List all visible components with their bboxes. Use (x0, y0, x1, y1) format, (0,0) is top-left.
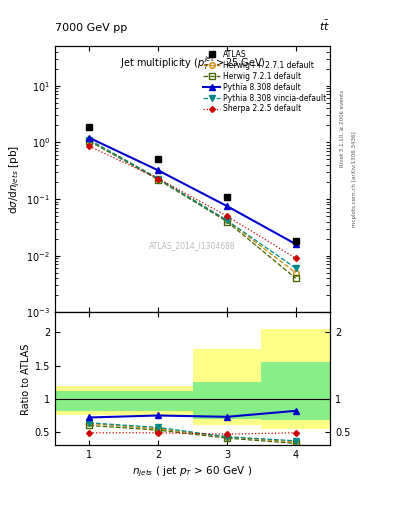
Herwig 7.2.1 default (87, 138, 92, 144)
Pythia 8.308 default (293, 241, 298, 247)
Pythia 8.308 vincia-default (156, 176, 161, 182)
ATLAS (156, 156, 161, 162)
Herwig 7.2.1 default (293, 275, 298, 281)
Pythia 8.308 vincia-default (293, 265, 298, 271)
Text: ATLAS_2014_I1304688: ATLAS_2014_I1304688 (149, 241, 236, 250)
Text: $t\bar{t}$: $t\bar{t}$ (319, 19, 330, 33)
Legend: ATLAS, Herwig++ 2.7.1 default, Herwig 7.2.1 default, Pythia 8.308 default, Pythi: ATLAS, Herwig++ 2.7.1 default, Herwig 7.… (202, 48, 328, 115)
Text: Jet multiplicity ($p_T^{jet}>$25 GeV): Jet multiplicity ($p_T^{jet}>$25 GeV) (120, 54, 265, 72)
Pythia 8.308 default (225, 203, 230, 209)
Herwig++ 2.7.1 default (293, 270, 298, 276)
ATLAS (293, 238, 298, 244)
Sherpa 2.2.5 default (156, 176, 161, 182)
Y-axis label: Ratio to ATLAS: Ratio to ATLAS (20, 343, 31, 415)
Herwig 7.2.1 default (225, 219, 230, 225)
Herwig++ 2.7.1 default (87, 137, 92, 143)
Line: Pythia 8.308 default: Pythia 8.308 default (86, 135, 299, 247)
Pythia 8.308 default (156, 167, 161, 174)
Sherpa 2.2.5 default (225, 213, 230, 219)
Line: ATLAS: ATLAS (86, 123, 299, 245)
Pythia 8.308 default (87, 135, 92, 141)
Text: Rivet 3.1.10, ≥ 200k events: Rivet 3.1.10, ≥ 200k events (340, 90, 345, 166)
Text: 7000 GeV pp: 7000 GeV pp (55, 23, 127, 33)
Line: Pythia 8.308 vincia-default: Pythia 8.308 vincia-default (86, 137, 299, 271)
ATLAS (87, 123, 92, 130)
Herwig 7.2.1 default (156, 177, 161, 183)
Herwig++ 2.7.1 default (225, 217, 230, 223)
Line: Herwig++ 2.7.1 default: Herwig++ 2.7.1 default (86, 137, 299, 275)
Text: mcplots.cern.ch [arXiv:1306.3436]: mcplots.cern.ch [arXiv:1306.3436] (352, 132, 357, 227)
Herwig++ 2.7.1 default (156, 176, 161, 182)
X-axis label: $n_{jets}$ ( jet $p_T$ > 60 GeV ): $n_{jets}$ ( jet $p_T$ > 60 GeV ) (132, 464, 253, 479)
Line: Sherpa 2.2.5 default: Sherpa 2.2.5 default (87, 144, 298, 260)
Pythia 8.308 vincia-default (87, 137, 92, 143)
Sherpa 2.2.5 default (87, 143, 92, 150)
ATLAS (225, 194, 230, 200)
Line: Herwig 7.2.1 default: Herwig 7.2.1 default (86, 138, 299, 281)
Y-axis label: d$\sigma$/d$n_{jets}$ [pb]: d$\sigma$/d$n_{jets}$ [pb] (7, 145, 22, 214)
Sherpa 2.2.5 default (293, 255, 298, 261)
Pythia 8.308 vincia-default (225, 217, 230, 223)
